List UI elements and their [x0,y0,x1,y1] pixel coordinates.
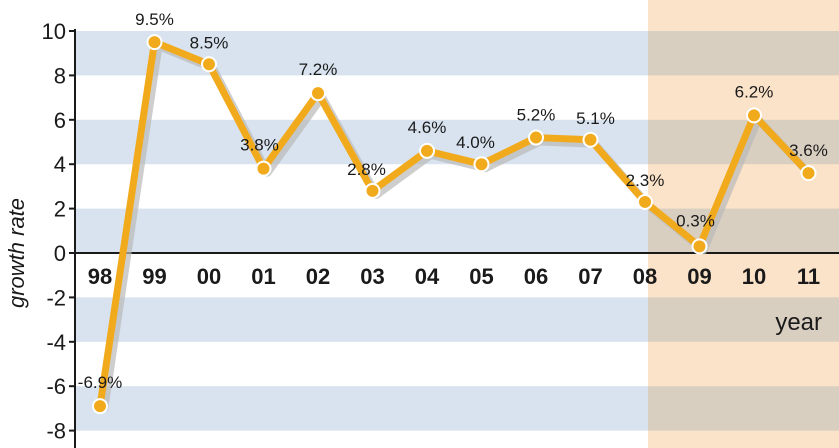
data-point [691,238,708,255]
x-tick-label: 10 [742,264,766,289]
data-point [310,85,326,102]
x-tick-label: 05 [469,264,493,289]
y-tick-label: 6 [54,108,66,133]
data-point [800,165,817,182]
x-tick-label: 04 [415,264,440,289]
data-point [582,131,599,148]
data-label: 3.6% [789,141,828,160]
x-tick-label: 00 [197,264,221,289]
data-label: 4.0% [456,133,495,152]
data-label: 9.5% [135,10,174,29]
data-point [637,193,653,210]
y-axis-ticks: 10 8 6 4 2 0 -2 -4 -6 -8 [42,19,75,444]
data-label: 5.2% [517,106,556,125]
data-label: 8.5% [190,33,229,52]
highlight-grid-band [648,31,839,76]
y-tick-label: 2 [54,197,66,222]
series-line [96,38,812,407]
x-tick-label: 98 [88,264,112,289]
x-tick-label: 99 [142,264,166,289]
data-label: 0.3% [676,211,715,230]
data-point [419,142,435,159]
data-label: -6.9% [78,373,122,392]
x-tick-label: 09 [687,264,711,289]
data-label: 5.1% [576,109,615,128]
data-label: 4.6% [408,118,447,137]
data-point [255,160,272,177]
y-tick-label: -4 [46,330,66,355]
y-tick-label: -2 [46,285,66,310]
y-tick-label: 0 [54,241,66,266]
data-point [746,107,762,124]
y-axis-title: growth rate [4,198,29,308]
highlight-grid-band [648,297,839,342]
data-point [364,182,381,199]
highlight-grid-band [648,386,839,431]
x-axis-title: year [775,309,822,336]
x-tick-label: 06 [524,264,548,289]
x-tick-label: 08 [633,264,657,289]
data-labels: -6.9% 9.5% 8.5% 3.8% 7.2% 2.8% 4.6% 4.0% 5.2% 5.1… [78,10,828,392]
data-point [146,34,163,51]
y-tick-label: -8 [46,419,66,444]
y-tick-label: 8 [54,63,66,88]
x-tick-label: 03 [360,264,384,289]
x-axis-ticks: 98 99 00 01 02 03 04 05 06 07 08 09 10 11 [88,264,820,289]
y-tick-label: 10 [42,19,66,44]
data-label: 6.2% [735,82,774,101]
data-points [92,34,817,415]
data-point [528,129,544,146]
data-point [201,56,217,73]
x-tick-label: 02 [306,264,330,289]
data-point [92,398,108,415]
data-label: 7.2% [299,60,338,79]
x-tick-label: 07 [578,264,602,289]
y-tick-label: 4 [54,152,66,177]
x-tick-label: 11 [797,264,820,289]
data-label: 2.8% [347,160,386,179]
data-label: 3.8% [240,136,279,155]
x-tick-label: 01 [251,264,275,289]
data-label: 2.3% [626,171,665,190]
y-tick-label: -6 [46,374,66,399]
data-point [473,156,490,173]
